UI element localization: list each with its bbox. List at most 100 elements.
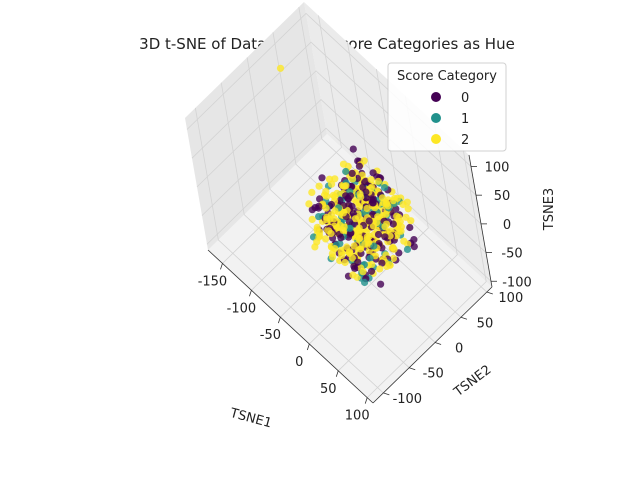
- data-point-cat-2: [369, 222, 378, 230]
- data-point-cat-2: [400, 237, 408, 245]
- legend-label-1: 1: [461, 112, 469, 127]
- x-tick-label: 0: [295, 355, 303, 370]
- x-tick-label: -150: [198, 274, 228, 289]
- floor-pane: [208, 134, 492, 403]
- data-point-cat-2: [359, 268, 367, 276]
- data-point-cat-2: [389, 197, 397, 205]
- data-point-cat-0: [345, 218, 353, 226]
- data-point-cat-2: [389, 243, 397, 251]
- tick-labels: -150-100-50050100-100-50050100-100-50050…: [198, 160, 532, 423]
- legend-label-2: 2: [461, 133, 469, 148]
- data-point-cat-1: [381, 184, 389, 192]
- data-point-cat-2: [313, 238, 321, 246]
- legend-entry-1: 1: [431, 112, 469, 127]
- legend-marker-1: [431, 113, 441, 123]
- data-point-cat-2: [331, 245, 339, 253]
- legend-label-0: 0: [461, 91, 469, 106]
- x-tick-mark: [277, 316, 281, 324]
- x-tick-mark: [335, 370, 339, 377]
- data-point-cat-0: [381, 233, 389, 241]
- legend-marker-0: [431, 92, 441, 102]
- data-point-cat-2: [351, 215, 359, 223]
- data-point-cat-2: [404, 205, 412, 213]
- data-point-cat-1: [370, 242, 378, 250]
- data-point-cat-2: [357, 193, 365, 201]
- data-point-cat-2: [322, 187, 330, 196]
- data-point-cat-2: [356, 234, 364, 242]
- data-point-cat-2: [315, 182, 323, 190]
- data-point-cat-2: [374, 177, 382, 185]
- data-point-cat-2: [313, 226, 321, 234]
- y-tick-mark: [383, 392, 390, 396]
- data-point-cat-2: [367, 176, 375, 184]
- data-point-cat-2: [322, 204, 330, 212]
- data-point-cat-0: [318, 174, 326, 182]
- data-point-cat-0: [389, 220, 397, 228]
- data-point-cat-0: [377, 280, 385, 288]
- data-point-cat-0: [361, 177, 370, 185]
- y-tick-label: -100: [393, 392, 423, 407]
- x-tick-label: 50: [320, 382, 337, 397]
- data-point-cat-0: [362, 188, 370, 196]
- y-grid-line: [298, 6, 488, 293]
- legend-entry-2: 2: [431, 133, 469, 148]
- z-tick-label: -100: [502, 275, 532, 290]
- z-grid-line: [201, 99, 487, 253]
- data-points: [276, 64, 418, 288]
- z-tick-label: 0: [503, 218, 511, 233]
- data-point-cat-2: [308, 188, 316, 196]
- data-point-cat-1: [366, 254, 374, 262]
- x-tick-mark: [249, 290, 252, 297]
- data-point-cat-2: [342, 182, 350, 190]
- y-grid-line: [194, 107, 384, 394]
- data-point-cat-2: [368, 260, 376, 269]
- z-grid-line: [206, 127, 492, 282]
- data-point-cat-0: [346, 192, 354, 200]
- data-point-cat-2: [339, 160, 348, 168]
- data-point-cat-2: [350, 242, 358, 250]
- data-point-cat-2: [389, 254, 398, 263]
- data-point-cat-0: [367, 267, 376, 275]
- x-grid-line: [366, 149, 487, 398]
- data-point-cat-2: [356, 203, 364, 211]
- x-tick-mark: [306, 343, 310, 351]
- data-point-cat-2: [331, 175, 339, 183]
- x-tick-mark: [220, 263, 223, 270]
- x-tick-label: -100: [227, 301, 257, 316]
- y-axis-label: TSNE2: [451, 362, 495, 400]
- data-point-cat-2: [308, 215, 316, 223]
- data-point-cat-2: [328, 180, 336, 188]
- data-point-cat-2: [380, 199, 388, 207]
- data-point-cat-2: [341, 258, 349, 267]
- data-point-cat-0: [316, 195, 324, 203]
- data-point-cat-2: [393, 232, 401, 240]
- data-point-cat-2: [348, 254, 356, 262]
- legend-marker-2: [431, 134, 441, 144]
- y-tick-mark: [460, 316, 468, 320]
- x-tick-mark: [364, 397, 368, 404]
- data-point-cat-0: [374, 230, 383, 239]
- side-pane: [185, 2, 327, 250]
- data-point-cat-1: [315, 213, 323, 221]
- data-point-cat-2: [360, 157, 368, 165]
- data-point-cat-2: [407, 217, 415, 225]
- legend-title: Score Category: [397, 69, 497, 84]
- data-point-cat-2: [381, 223, 389, 231]
- data-point-cat-2: [349, 175, 357, 183]
- y-tick-mark: [486, 291, 493, 295]
- data-point-cat-1: [346, 224, 354, 232]
- x-axis-label: TSNE1: [228, 406, 274, 432]
- data-point-cat-0: [350, 262, 358, 270]
- data-point-cat-2: [349, 271, 357, 279]
- data-point-cat-2: [338, 251, 346, 260]
- data-point-cat-0: [355, 162, 363, 170]
- data-point-cat-2: [339, 209, 347, 217]
- z-tick-label: -50: [501, 247, 522, 262]
- y-axis-line: [372, 286, 493, 404]
- z-tick-label: 100: [485, 160, 510, 175]
- data-point-cat-2: [399, 200, 407, 209]
- data-point-cat-0: [406, 223, 414, 232]
- data-point-cat-2: [363, 204, 371, 213]
- data-point-cat-2: [376, 265, 384, 273]
